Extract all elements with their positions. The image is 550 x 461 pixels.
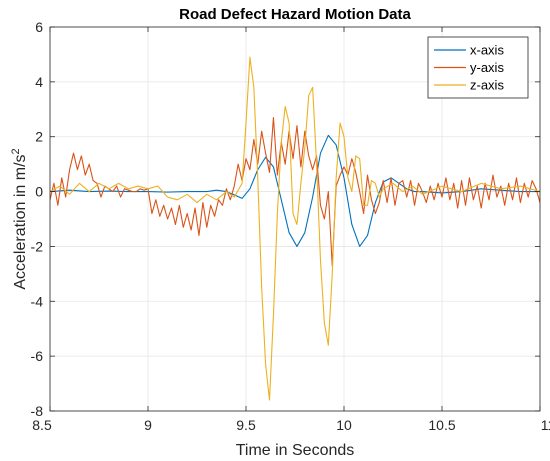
y-axis-label-superscript: 2 [10, 148, 22, 154]
legend-entries: x-axis y-axis z-axis [434, 43, 504, 93]
x-tick-labels: 8.5 9 9.5 10 10.5 11 [32, 417, 550, 433]
y-tick-labels: -8 -6 -4 -2 0 2 4 6 [31, 19, 44, 419]
x-tick-label: 8.5 [32, 417, 52, 433]
y-tick-label: -8 [31, 403, 44, 419]
x-tick-label: 10.5 [428, 417, 455, 433]
y-tick-label: -6 [31, 348, 44, 364]
y-axis-label: Acceleration in m/s2 [10, 148, 29, 289]
x-tick-label: 9.5 [236, 417, 256, 433]
y-tick-label: 4 [35, 74, 43, 90]
y-axis-label-main: Acceleration in m/s [12, 154, 29, 289]
plot-border [49, 26, 541, 412]
legend-label-y-axis: y-axis [470, 60, 504, 75]
series-lines [50, 56, 540, 401]
legend-label-z-axis: z-axis [470, 78, 504, 93]
y-tick-label: 6 [35, 19, 43, 35]
x-tick-label: 10 [336, 417, 352, 433]
y-tick-label: 2 [35, 129, 43, 145]
y-tick-label: 0 [35, 184, 43, 200]
legend: x-axis y-axis z-axis [427, 36, 529, 99]
series-line-x-axis [50, 134, 540, 247]
y-tick-label: -2 [31, 238, 44, 254]
legend-label-x-axis: x-axis [470, 43, 504, 58]
x-tick-label: 9 [144, 417, 152, 433]
x-tick-label: 11 [541, 417, 550, 433]
x-axis-label: Time in Seconds [236, 442, 355, 459]
chart-title: Road Defect Hazard Motion Data [179, 6, 411, 23]
y-tick-label: -4 [31, 293, 44, 309]
series-line-z-axis [50, 56, 540, 401]
series-line-y-axis [50, 116, 540, 267]
axis-ticks [49, 26, 541, 412]
